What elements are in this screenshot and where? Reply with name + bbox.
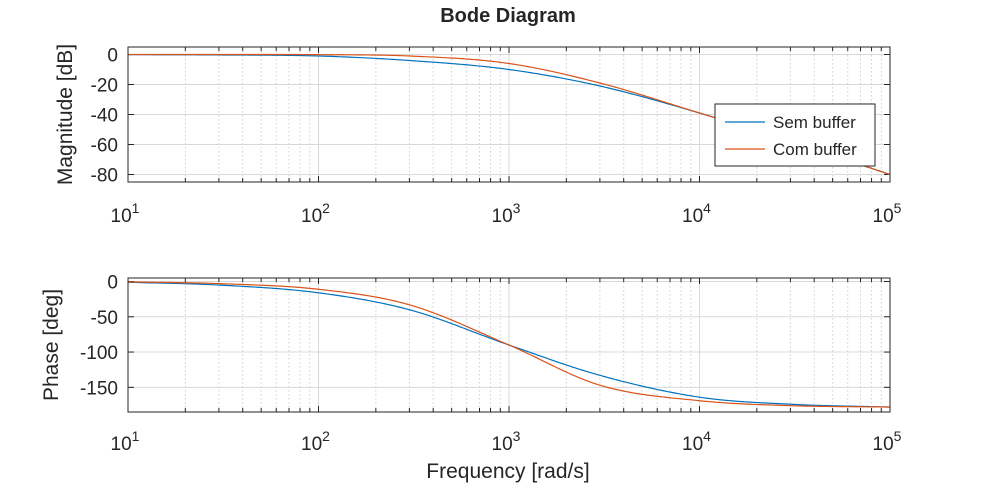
y-tick-label: -100 bbox=[80, 343, 118, 364]
x-tick-label: 101 bbox=[111, 428, 140, 455]
series-line-com-buffer bbox=[128, 281, 890, 408]
x-tick-label: 103 bbox=[492, 200, 521, 227]
x-tick-label: 104 bbox=[682, 200, 711, 227]
legend: Sem buffer Com buffer bbox=[714, 103, 876, 167]
x-tick-label: 105 bbox=[873, 428, 902, 455]
y-tick-label: -20 bbox=[91, 76, 118, 97]
y-axis-label: Magnitude [dB] bbox=[54, 44, 77, 185]
y-tick-label: -80 bbox=[91, 166, 118, 187]
x-tick-label: 103 bbox=[492, 428, 521, 455]
series-group bbox=[128, 281, 890, 408]
y-tick-label: -50 bbox=[91, 308, 118, 329]
legend-box bbox=[714, 103, 876, 167]
x-tick-label: 102 bbox=[301, 200, 330, 227]
x-tick-label: 105 bbox=[873, 200, 902, 227]
y-tick-label: -60 bbox=[91, 136, 118, 157]
chart-title: Bode Diagram bbox=[440, 5, 576, 27]
x-axis-label: Frequency [rad/s] bbox=[426, 460, 589, 483]
axes-box bbox=[127, 277, 891, 413]
panel-phase: 0 -50 -100 -150 101 102 103 104 105 Phase [deg] bbox=[40, 273, 902, 455]
y-axis-label: Phase [deg] bbox=[40, 289, 63, 401]
x-tick-label: 102 bbox=[301, 428, 330, 455]
axes-box bbox=[127, 46, 891, 183]
y-tick-label: -150 bbox=[80, 378, 118, 399]
y-tick-label: -40 bbox=[91, 106, 118, 127]
y-tick-label: 0 bbox=[107, 46, 118, 67]
x-tick-label: 101 bbox=[111, 200, 140, 227]
y-tick-label: 0 bbox=[107, 273, 118, 294]
legend-label: Com buffer bbox=[773, 140, 857, 159]
legend-label: Sem buffer bbox=[773, 113, 856, 132]
plot-panels: 0 -20 -40 -60 -80 101 102 103 104 105 Magnitude [d… bbox=[40, 44, 902, 455]
x-tick-label: 104 bbox=[682, 428, 711, 455]
